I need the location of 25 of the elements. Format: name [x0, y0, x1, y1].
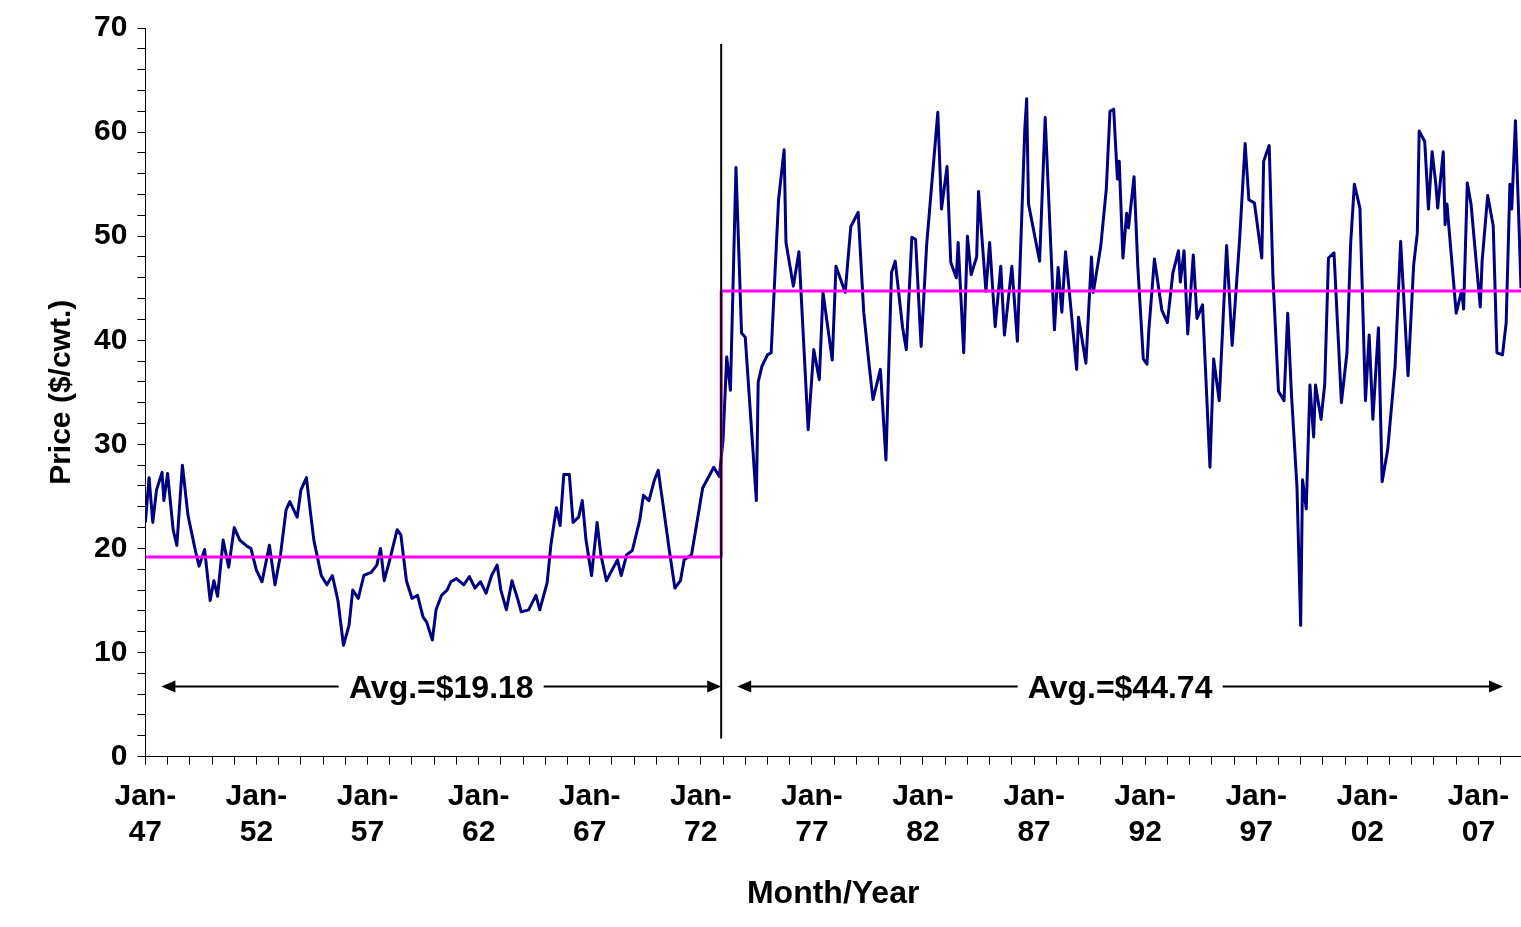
x-tick-label: Jan-62 [447, 777, 510, 847]
x-axis-title: Month/Year [746, 873, 920, 910]
y-tick-label: 20 [93, 529, 128, 563]
x-tick-label: Jan-57 [336, 777, 399, 847]
y-tick-label: 30 [93, 425, 128, 459]
y-tick-label: 40 [93, 321, 128, 355]
y-tick-label: 0 [110, 737, 128, 771]
x-tick-label: Jan-52 [225, 777, 288, 847]
x-tick-label: Jan-02 [1336, 777, 1399, 847]
y-tick-label: 10 [93, 633, 128, 667]
x-tick-label: Jan-92 [1114, 777, 1176, 847]
y-tick-label: 60 [93, 113, 128, 147]
x-tick-label: Jan-97 [1225, 777, 1288, 847]
annotation: Avg.=$44.74 [1017, 668, 1223, 706]
x-tick-label: Jan-72 [669, 777, 732, 847]
x-tick-label: Jan-82 [892, 777, 954, 847]
x-tick-label: Jan-77 [781, 777, 843, 847]
y-axis-title: Price ($/cwt.) [43, 299, 77, 485]
x-tick-label: Jan-87 [1003, 777, 1065, 847]
x-tick-label: Jan-67 [558, 777, 621, 847]
annotation: Avg.=$19.18 [338, 668, 544, 706]
x-tick-label: Jan-47 [114, 777, 177, 847]
y-tick-label: 70 [93, 9, 128, 43]
y-tick-label: 50 [93, 217, 128, 251]
x-tick-label: Jan-07 [1447, 777, 1510, 847]
